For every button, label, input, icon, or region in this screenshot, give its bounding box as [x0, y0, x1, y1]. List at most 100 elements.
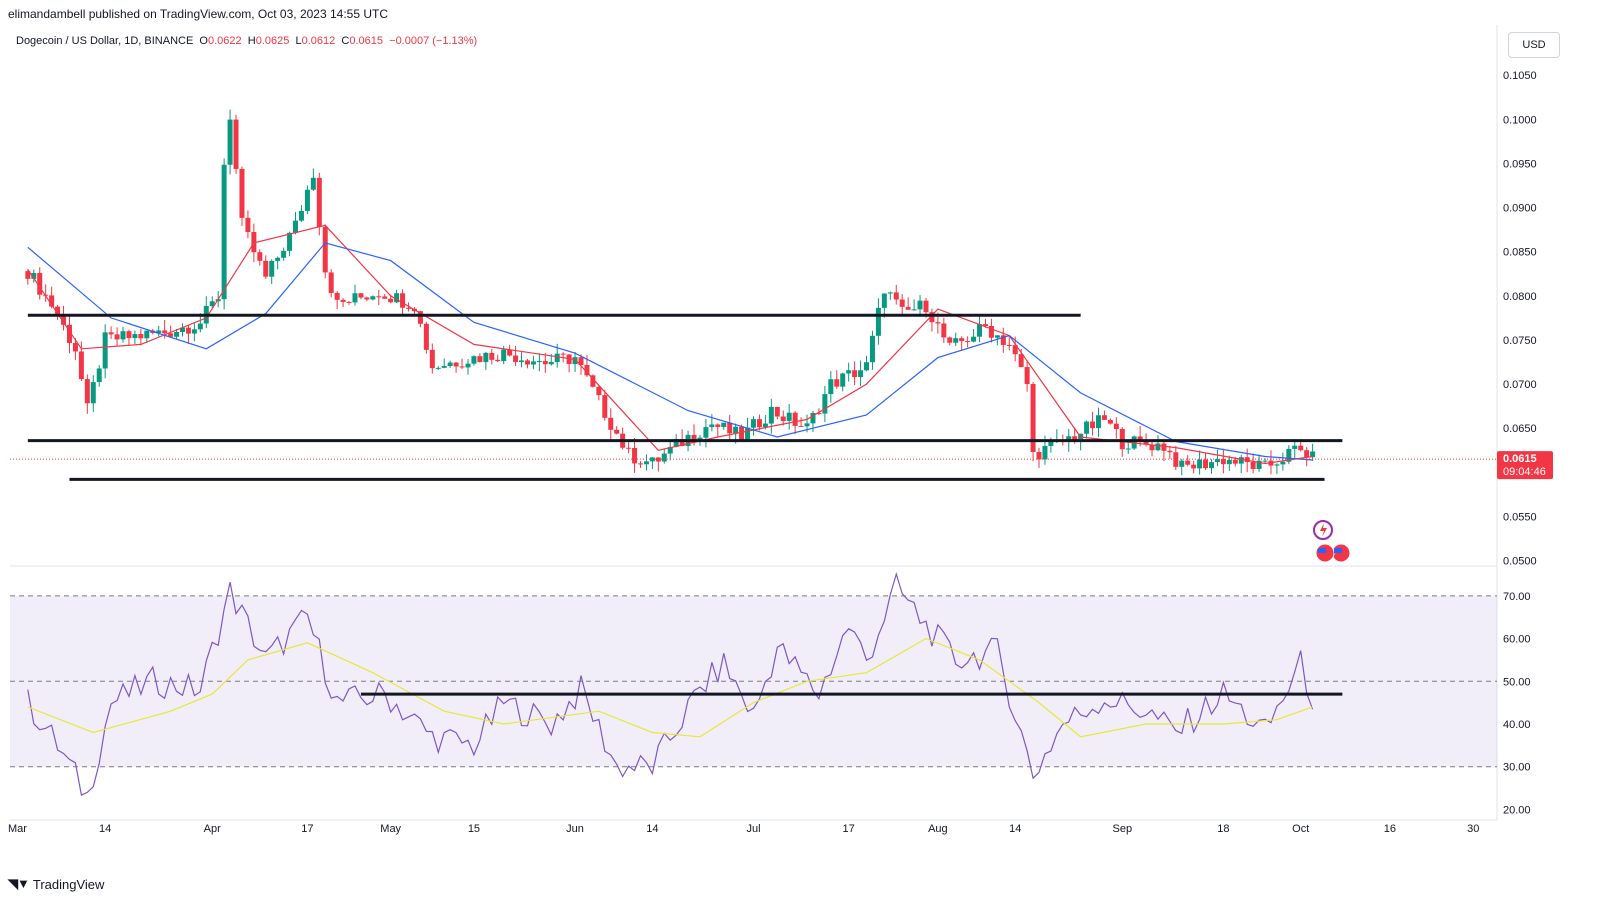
- candle-body: [1244, 457, 1250, 462]
- candle-body: [1250, 461, 1256, 469]
- rsi-tick-label: 50.00: [1503, 676, 1531, 688]
- candle-body: [1137, 436, 1143, 440]
- brand-label: TradingView: [32, 876, 105, 892]
- candle-body: [542, 361, 548, 365]
- candle-body: [852, 370, 858, 378]
- candle-body: [1292, 445, 1298, 449]
- candle-body: [1012, 345, 1018, 355]
- candle-body: [578, 357, 584, 365]
- candle-body: [590, 375, 596, 387]
- candle-body: [751, 419, 756, 428]
- candle-body: [108, 332, 114, 335]
- change-value: −0.0007 (−1.13%): [389, 35, 478, 47]
- time-tick-label: 17: [843, 823, 855, 835]
- candle-body: [328, 272, 334, 293]
- candle-body: [810, 412, 816, 424]
- candle-body: [959, 338, 965, 342]
- candle-body: [947, 337, 953, 343]
- candle-body: [66, 324, 72, 343]
- candle-body: [971, 336, 977, 342]
- candle-body: [679, 438, 685, 446]
- candle-body: [435, 367, 441, 369]
- time-tick-label: 30: [1467, 823, 1479, 835]
- candle-body: [25, 271, 31, 279]
- candle-body: [554, 353, 560, 363]
- countdown-label: 09:04:46: [1503, 466, 1546, 478]
- candle-body: [1310, 451, 1316, 458]
- price-tick-label: 0.0550: [1503, 511, 1537, 523]
- candle-body: [1262, 460, 1268, 462]
- high-label: H: [247, 35, 256, 47]
- candle-body: [239, 168, 245, 218]
- candle-body: [1280, 461, 1286, 465]
- candle-body: [637, 463, 643, 465]
- candle-body: [733, 426, 739, 434]
- candle-body: [941, 323, 947, 338]
- event-icons: [1313, 520, 1351, 563]
- candle-body: [661, 453, 667, 462]
- candle-body: [1143, 439, 1149, 445]
- candle-body: [1155, 443, 1161, 451]
- candle-body: [1095, 415, 1101, 429]
- candle-body: [358, 293, 364, 298]
- candle-body: [905, 306, 911, 310]
- candle-body: [673, 438, 679, 447]
- time-tick-label: 15: [468, 823, 480, 835]
- candle-body: [489, 352, 495, 360]
- candle-body: [281, 250, 287, 258]
- time-tick-label: 14: [646, 823, 658, 835]
- candle-body: [1036, 452, 1042, 460]
- price-tick-label: 0.0650: [1503, 423, 1537, 435]
- candle-body: [275, 257, 281, 261]
- candle-body: [1161, 443, 1167, 451]
- rsi-ma-line: [27, 637, 1313, 738]
- rsi-line: [27, 571, 1314, 796]
- candle-body: [1256, 460, 1262, 469]
- time-tick-label: May: [380, 823, 401, 835]
- candle-body: [530, 361, 536, 365]
- candle-body: [792, 412, 798, 426]
- candle-body: [162, 330, 168, 334]
- candle-body: [138, 334, 144, 339]
- candle-body: [1107, 419, 1113, 424]
- candle-body: [643, 461, 649, 465]
- candle-body: [822, 394, 828, 414]
- candle-body: [61, 316, 67, 325]
- candle-body: [257, 252, 263, 261]
- time-tick-label: Aug: [928, 823, 948, 835]
- candle-body: [584, 364, 590, 376]
- candle-body: [875, 307, 881, 336]
- candle-body: [756, 419, 762, 428]
- candle-body: [1238, 457, 1244, 464]
- candle-body: [406, 307, 412, 309]
- candle-body: [346, 301, 352, 303]
- candle-body: [49, 295, 55, 307]
- candle-body: [804, 423, 810, 427]
- candle-body: [828, 379, 834, 395]
- tradingview-logo[interactable]: ◥▼ TradingView: [8, 876, 104, 892]
- candle-body: [423, 323, 429, 350]
- candle-body: [667, 446, 673, 454]
- candle-body: [114, 334, 120, 340]
- candle-body: [893, 292, 899, 300]
- currency-button[interactable]: USD: [1508, 32, 1560, 58]
- candle-body: [1226, 460, 1232, 465]
- time-tick-label: Sep: [1112, 823, 1132, 835]
- candle-body: [1048, 441, 1054, 446]
- price-tick-label: 0.0800: [1503, 291, 1537, 303]
- candle-body: [1286, 448, 1292, 462]
- candle-body: [310, 177, 316, 190]
- candle-body: [566, 354, 572, 365]
- price-tick-label: 0.0500: [1503, 556, 1537, 568]
- candle-body: [429, 349, 435, 369]
- candle-body: [233, 119, 239, 169]
- candle-body: [965, 341, 971, 343]
- candle-body: [917, 300, 923, 310]
- candle-body: [388, 298, 394, 303]
- symbol-name[interactable]: Dogecoin / US Dollar, 1D, BINANCE: [16, 35, 194, 47]
- candle-body: [1185, 460, 1191, 465]
- candle-body: [293, 220, 299, 233]
- candle-body: [78, 351, 84, 380]
- price-tick-label: 0.0850: [1503, 247, 1537, 259]
